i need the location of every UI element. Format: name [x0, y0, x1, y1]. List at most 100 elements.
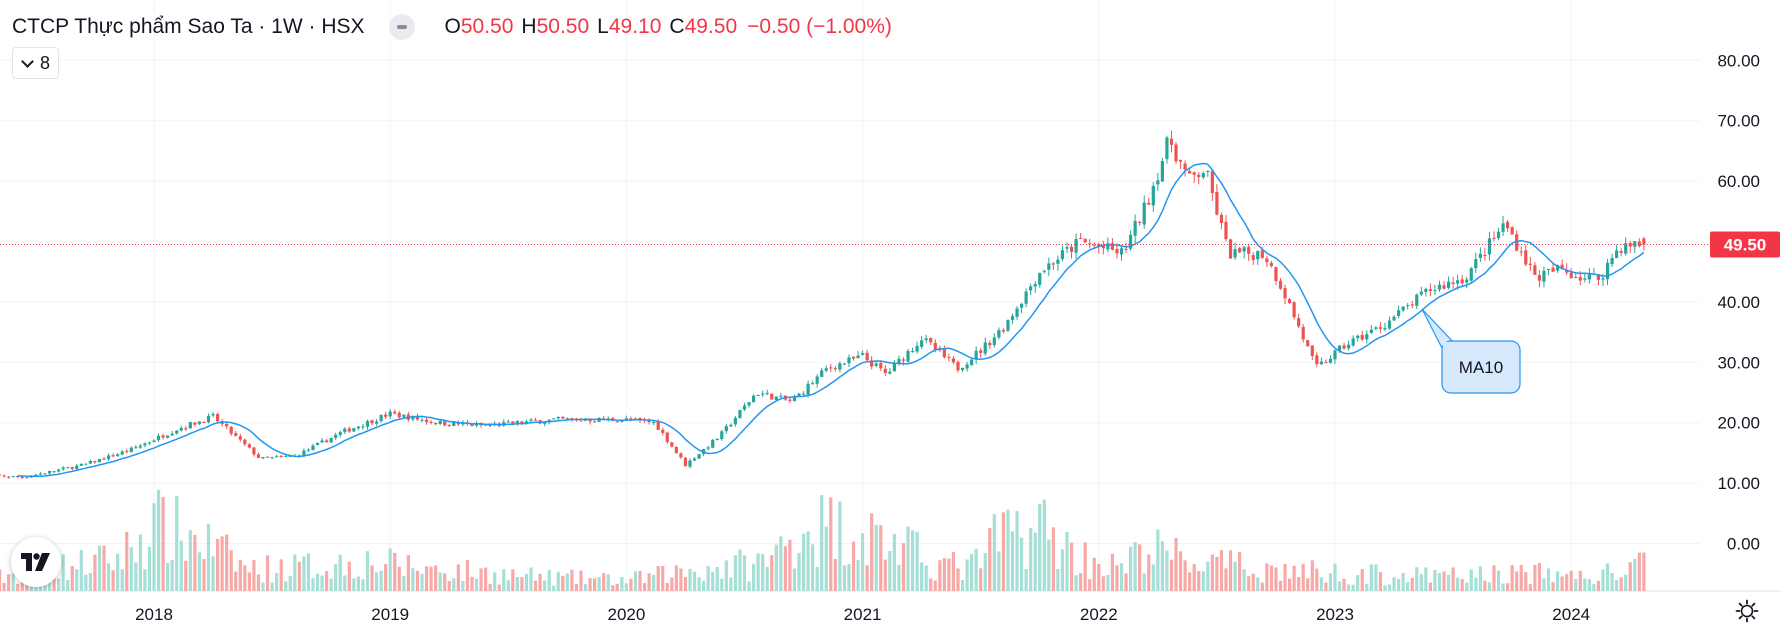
candle-body: [1092, 244, 1096, 246]
indicators-collapse-button[interactable]: 8: [12, 47, 60, 79]
volume-bar: [1219, 550, 1224, 591]
candle-body: [1038, 273, 1042, 285]
price-axis[interactable]: 80.0070.0060.0050.0040.0030.0020.0010.00…: [1717, 51, 1760, 553]
candle-body: [524, 421, 529, 424]
volume-bar: [256, 574, 261, 591]
candle-body: [315, 442, 320, 446]
volume-bar: [556, 571, 560, 591]
volume-bar: [997, 551, 1001, 591]
volume-bar: [874, 524, 878, 591]
volume-bar: [247, 572, 251, 591]
volume-bar: [920, 562, 924, 591]
candle-body: [225, 423, 229, 427]
candle-body: [924, 338, 928, 341]
candle-body: [933, 342, 937, 350]
volume-bar: [261, 582, 265, 591]
symbol-title[interactable]: CTCP Thực phẩm Sao Ta · 1W · HSX: [12, 15, 365, 38]
candle-body: [1442, 285, 1446, 289]
candle-body: [1188, 170, 1192, 174]
volume-bar: [1133, 542, 1137, 591]
volume-bar: [942, 558, 946, 591]
volume-bar: [565, 573, 569, 591]
volume-bar: [806, 531, 810, 591]
volume-bar: [452, 578, 456, 591]
volume-bar: [406, 555, 410, 591]
volume-bar: [1347, 584, 1351, 591]
candle-body: [1292, 302, 1296, 318]
volume-bar: [602, 573, 606, 591]
volume-bar: [1456, 577, 1460, 591]
tradingview-logo-icon[interactable]: [11, 537, 61, 587]
close-value: 49.50: [684, 15, 738, 38]
volume-bar: [284, 581, 288, 591]
volume-bar: [1210, 554, 1214, 591]
candle-body: [1319, 361, 1323, 365]
volume-bar: [438, 572, 442, 591]
volume-bar: [334, 564, 338, 591]
volume-bar: [674, 565, 678, 591]
eye-icon[interactable]: [388, 14, 415, 40]
volume-bar: [1069, 542, 1074, 591]
candle-body: [861, 353, 865, 355]
volume-bar: [75, 569, 79, 591]
volume-bar: [293, 554, 297, 591]
volume-bar: [960, 580, 965, 591]
candle-body: [0, 474, 2, 476]
candle-body: [1256, 250, 1260, 260]
candle-body: [356, 426, 361, 429]
volume-bar: [379, 570, 383, 591]
volume-bar: [1247, 576, 1251, 591]
candle-body: [215, 414, 220, 422]
time-axis[interactable]: 2018 2019 2020 2021 2022 2023 2024: [135, 605, 1590, 624]
volume-bar: [1469, 569, 1473, 591]
candle-body: [1138, 221, 1142, 223]
volume-bar: [1583, 578, 1587, 591]
volume-bar: [175, 495, 179, 591]
volume-bar: [116, 553, 120, 591]
volume-bar: [815, 566, 819, 591]
candle-body: [1615, 250, 1619, 259]
volume-bar: [393, 552, 397, 591]
candle-body: [302, 450, 306, 457]
volume-bar: [329, 578, 333, 591]
volume-bar: [11, 573, 15, 591]
volume-bar: [1238, 552, 1242, 591]
ma10-annotation[interactable]: MA10: [1421, 308, 1521, 394]
volume-bar: [1378, 572, 1383, 591]
volume-bar: [1365, 583, 1369, 591]
volume-bar: [856, 560, 860, 591]
candle-body: [751, 395, 756, 403]
volume-bar: [770, 555, 774, 591]
candle-body: [193, 422, 197, 425]
volume-bar: [543, 580, 547, 591]
candle-body: [960, 367, 965, 371]
candle-body: [1242, 247, 1246, 252]
volume-bar: [402, 575, 406, 591]
ma10-line: [17, 162, 1645, 478]
gear-icon[interactable]: [1735, 599, 1759, 623]
x-tick-label: 2020: [607, 605, 645, 624]
volume-bar: [1533, 564, 1537, 591]
volume-bar: [1106, 574, 1110, 591]
volume-bar: [779, 536, 783, 591]
candle-body: [334, 434, 338, 438]
candle-body: [1483, 255, 1487, 257]
volume-bar: [1142, 573, 1146, 591]
volume-bar: [570, 569, 574, 591]
candle-body: [384, 414, 388, 417]
candle-body: [1365, 333, 1369, 340]
candle-body: [588, 419, 592, 422]
volume-bar: [2, 582, 6, 591]
candle-body: [1142, 202, 1146, 225]
candle-body: [1374, 327, 1378, 329]
candle-body: [951, 358, 956, 363]
volume-bar: [1615, 580, 1619, 591]
volume-bar: [429, 566, 433, 591]
candle-body: [901, 359, 906, 361]
volume-bar: [0, 569, 2, 591]
candle-body: [1128, 234, 1133, 249]
candle-body: [1633, 241, 1637, 247]
candle-body: [365, 420, 370, 427]
volume-bar: [1542, 578, 1546, 591]
